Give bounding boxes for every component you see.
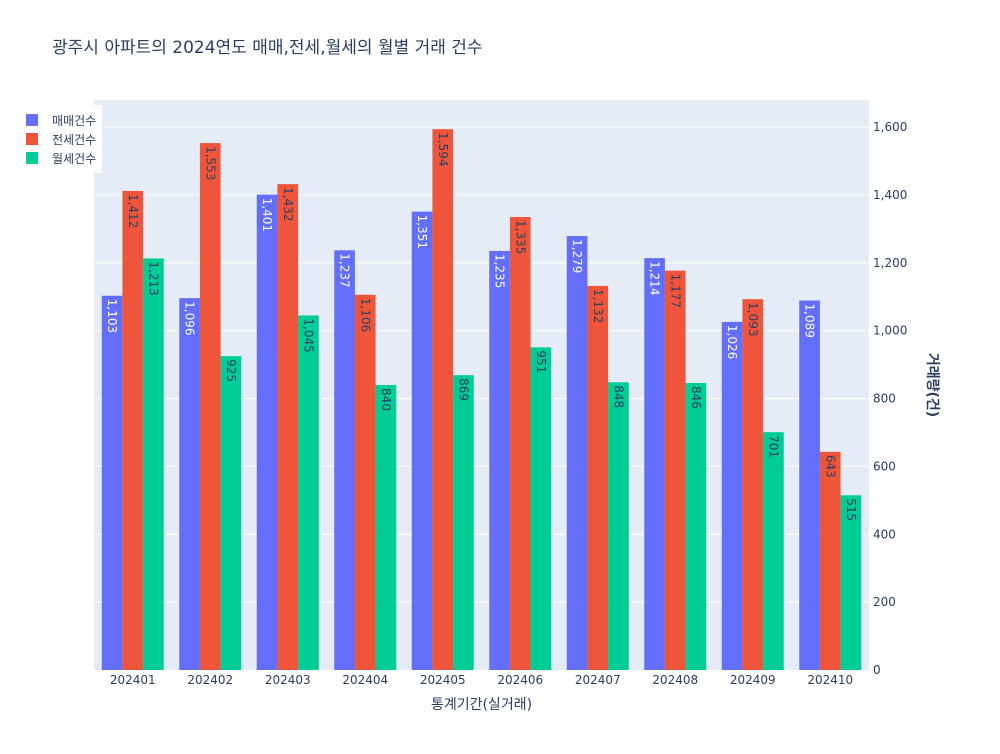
legend-label-monthly-rent: 월세건수: [52, 151, 97, 166]
x-tick-label: 202401: [110, 673, 156, 687]
bar-2: [354, 294, 376, 670]
data-label: 1,045: [301, 318, 315, 352]
data-label: 1,213: [146, 261, 160, 295]
legend-swatch-sale: [26, 114, 38, 126]
data-label: 1,093: [746, 302, 760, 336]
bar-1: [489, 250, 510, 670]
bar-3: [298, 315, 319, 670]
data-label: 1,026: [725, 325, 739, 359]
x-tick-label: 202404: [342, 673, 388, 687]
data-label: 1,279: [570, 239, 584, 273]
data-label: 1,089: [803, 304, 817, 338]
bar-1: [644, 258, 665, 670]
bar-3: [530, 347, 552, 670]
data-label: 515: [844, 498, 858, 521]
data-label: 1,103: [105, 299, 119, 333]
x-tick-label: 202403: [265, 673, 311, 687]
bar-1: [101, 295, 123, 670]
legend-item-sale[interactable]: 매매건수: [26, 111, 96, 129]
y-tick-label: 600: [873, 459, 896, 473]
bar-1: [179, 298, 200, 670]
bar-2: [587, 285, 609, 670]
data-label: 1,335: [513, 220, 527, 254]
data-label: 1,132: [591, 289, 605, 323]
data-label: 1,096: [183, 301, 197, 335]
bar-2: [819, 451, 841, 670]
data-label: 1,235: [493, 254, 507, 288]
bar-2: [509, 217, 531, 670]
y-tick-label: 0: [873, 663, 881, 677]
bar-2: [199, 143, 221, 670]
x-tick-label: 202407: [575, 673, 621, 687]
bar-2: [664, 270, 686, 670]
bar-3: [220, 356, 242, 670]
data-label: 840: [379, 388, 393, 411]
x-tick-label: 202408: [652, 673, 698, 687]
bar-1: [566, 236, 588, 670]
data-label: 1,412: [126, 194, 140, 228]
data-label: 643: [823, 455, 837, 478]
data-label: 1,106: [358, 298, 372, 332]
bar-3: [375, 385, 397, 670]
data-label: 701: [766, 435, 780, 458]
bar-1: [721, 321, 743, 670]
data-label: 1,237: [338, 253, 352, 287]
y-tick-label: 1,400: [873, 188, 907, 202]
legend-swatch-jeonse: [26, 133, 38, 145]
x-tick-label: 202406: [497, 673, 543, 687]
x-tick-label: 202409: [730, 673, 776, 687]
data-label: 1,351: [415, 215, 429, 249]
y-tick-label: 400: [873, 527, 896, 541]
bar-3: [608, 382, 629, 670]
bar-3: [840, 495, 862, 670]
legend-swatch-monthly-rent: [26, 152, 38, 164]
bar-3: [143, 258, 164, 670]
data-label: 1,214: [648, 261, 662, 295]
y-tick-label: 1,600: [873, 120, 907, 134]
bar-1: [334, 250, 355, 670]
chart-title: 광주시 아파트의 2024연도 매매,전세,월세의 월별 거래 건수: [52, 38, 483, 58]
bar-2: [277, 184, 299, 670]
y-tick-label: 800: [873, 392, 896, 406]
data-label: 1,594: [436, 132, 450, 166]
bar-2: [432, 129, 454, 670]
data-label: 1,401: [260, 198, 274, 232]
y-tick-label: 200: [873, 595, 896, 609]
x-tick-label: 202402: [187, 673, 233, 687]
data-label: 848: [611, 385, 625, 408]
data-label: 1,177: [668, 274, 682, 308]
legend-label-jeonse: 전세건수: [52, 132, 97, 147]
bar-2: [122, 190, 144, 670]
data-label: 1,432: [281, 187, 295, 221]
y-axis-title: 거래량(건): [924, 353, 941, 417]
y-tick-label: 1,000: [873, 324, 907, 338]
data-label: 925: [224, 359, 238, 382]
x-tick-label: 202405: [420, 673, 466, 687]
bar-2: [742, 299, 764, 670]
data-label: 951: [534, 350, 548, 373]
bar-3: [763, 432, 784, 670]
bar-3: [685, 382, 707, 670]
y-tick-label: 1,200: [873, 256, 907, 270]
data-label: 846: [689, 386, 703, 409]
bar-1: [799, 300, 820, 670]
data-label: 1,553: [203, 146, 217, 180]
legend-item-jeonse[interactable]: 전세건수: [26, 130, 96, 148]
legend: 매매건수 전세건수 월세건수: [20, 105, 102, 173]
data-label: 869: [456, 378, 470, 401]
bar-1: [411, 211, 433, 670]
x-axis-title: 통계기간(실거래): [431, 697, 532, 713]
legend-item-monthly-rent[interactable]: 월세건수: [26, 149, 96, 167]
bar-1: [256, 194, 278, 671]
legend-label-sale: 매매건수: [52, 113, 97, 128]
bar-3: [453, 375, 474, 670]
x-tick-label: 202410: [807, 673, 853, 687]
